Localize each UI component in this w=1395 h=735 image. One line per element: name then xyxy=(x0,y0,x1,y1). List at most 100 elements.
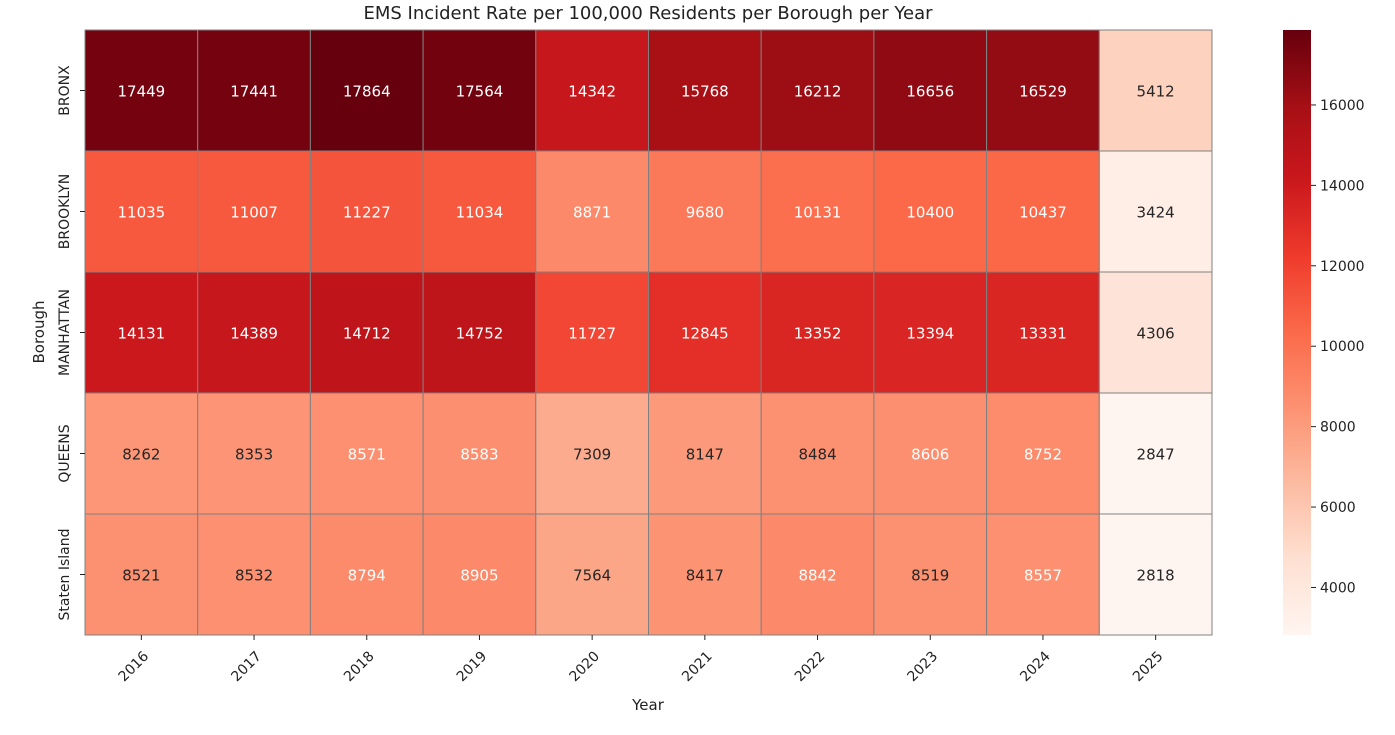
heatmap-cell xyxy=(873,150,988,273)
heatmap-cell xyxy=(535,150,649,273)
heatmap-cell xyxy=(873,271,988,394)
cell-value-label: 16529 xyxy=(1019,83,1067,101)
cell-value-label: 16212 xyxy=(794,83,842,101)
cell-value-label: 8794 xyxy=(348,567,386,585)
x-tick-label: 2019 xyxy=(454,649,491,686)
x-tick-label: 2020 xyxy=(566,649,603,686)
heatmap-cells: 17449 17441 17864 17564 14342 15768 16212 16656… xyxy=(84,29,1213,636)
heatmap-cell xyxy=(84,392,199,515)
cell-value-label: 7309 xyxy=(573,446,611,464)
colorbar: 4000 6000 8000 10000 12000 14000 16000 xyxy=(1283,30,1365,635)
heatmap-cell xyxy=(84,29,199,152)
cell-value-label: 8752 xyxy=(1024,446,1062,464)
cell-value-label: 16656 xyxy=(906,83,954,101)
heatmap-cell xyxy=(986,513,1100,636)
heatmap-cell xyxy=(309,150,424,273)
heatmap-cell xyxy=(1098,513,1213,636)
heatmap-cell xyxy=(535,392,649,515)
cell-value-label: 7564 xyxy=(573,567,611,585)
colorbar-tick-label: 12000 xyxy=(1320,259,1365,275)
cell-value-label: 8557 xyxy=(1024,567,1062,585)
x-tick-label: 2022 xyxy=(792,649,829,686)
heatmap-cell xyxy=(986,271,1100,394)
heatmap-cell xyxy=(760,271,875,394)
heatmap-cell xyxy=(873,29,988,152)
cell-value-label: 8521 xyxy=(122,567,160,585)
cell-value-label: 12845 xyxy=(681,325,729,343)
colorbar-tick-label: 6000 xyxy=(1320,500,1356,516)
cell-value-label: 13352 xyxy=(794,325,842,343)
heatmap-cell xyxy=(760,150,875,273)
heatmap-cell xyxy=(309,271,424,394)
y-tick-label: Staten Island xyxy=(57,528,73,620)
y-axis-label: Borough xyxy=(30,300,48,363)
heatmap-cell xyxy=(1098,392,1213,515)
x-tick-label: 2021 xyxy=(679,649,716,686)
x-tick-label: 2016 xyxy=(116,648,153,685)
cell-value-label: 10437 xyxy=(1019,204,1067,222)
x-tick-label: 2017 xyxy=(228,649,265,686)
heatmap-cell xyxy=(986,392,1100,515)
heatmap-cell xyxy=(197,271,311,394)
cell-value-label: 17441 xyxy=(230,83,278,101)
cell-value-label: 4306 xyxy=(1137,325,1175,343)
heatmap-cell xyxy=(760,513,875,636)
y-tick-label: BROOKLYN xyxy=(57,174,73,250)
heatmap-cell xyxy=(84,271,199,394)
cell-value-label: 8353 xyxy=(235,446,273,464)
cell-value-label: 11034 xyxy=(456,204,504,222)
chart-title: EMS Incident Rate per 100,000 Residents … xyxy=(363,3,933,24)
heatmap-cell xyxy=(197,29,311,152)
cell-value-label: 2847 xyxy=(1137,446,1175,464)
cell-value-label: 14712 xyxy=(343,325,391,343)
cell-value-label: 15768 xyxy=(681,83,729,101)
colorbar-tick-label: 4000 xyxy=(1320,580,1356,596)
heatmap-cell xyxy=(535,29,649,152)
cell-value-label: 8905 xyxy=(460,567,498,585)
heatmap-cell xyxy=(648,29,762,152)
cell-value-label: 13331 xyxy=(1019,325,1067,343)
colorbar-tick-label: 8000 xyxy=(1320,420,1356,436)
heatmap-cell xyxy=(422,150,537,273)
y-axis: BRONX BROOKLYN MANHATTAN QUEENS Staten Islan… xyxy=(57,65,85,621)
cell-value-label: 17449 xyxy=(117,83,165,101)
colorbar-tick-label: 16000 xyxy=(1320,98,1365,114)
colorbar-gradient xyxy=(1283,30,1311,635)
cell-value-label: 11007 xyxy=(230,204,278,222)
cell-value-label: 2818 xyxy=(1137,567,1175,585)
cell-value-label: 8583 xyxy=(460,446,498,464)
cell-value-label: 14131 xyxy=(117,325,165,343)
heatmap-cell xyxy=(760,392,875,515)
cell-value-label: 5412 xyxy=(1137,83,1175,101)
heatmap-cell xyxy=(1098,150,1213,273)
y-tick-label: BRONX xyxy=(57,65,73,116)
heatmap-cell xyxy=(309,29,424,152)
cell-value-label: 9680 xyxy=(686,204,724,222)
x-axis: 2016 2017 2018 2019 2020 2021 2022 2023 2024 2025 xyxy=(116,635,1166,686)
cell-value-label: 8519 xyxy=(911,567,949,585)
x-tick-label: 2024 xyxy=(1017,648,1054,685)
cell-value-label: 17564 xyxy=(456,83,504,101)
heatmap-cell xyxy=(1098,271,1213,394)
heatmap-cell xyxy=(422,29,537,152)
y-tick-label: QUEENS xyxy=(57,424,73,482)
heatmap-cell xyxy=(986,150,1100,273)
cell-value-label: 8842 xyxy=(798,567,836,585)
cell-value-label: 8417 xyxy=(686,567,724,585)
heatmap-cell xyxy=(197,150,311,273)
x-tick-label: 2018 xyxy=(341,649,378,686)
cell-value-label: 14752 xyxy=(456,325,504,343)
cell-value-label: 10131 xyxy=(794,204,842,222)
cell-value-label: 14389 xyxy=(230,325,278,343)
heatmap-cell xyxy=(197,513,311,636)
cell-value-label: 8571 xyxy=(348,446,386,464)
heatmap-cell xyxy=(309,513,424,636)
cell-value-label: 10400 xyxy=(906,204,954,222)
colorbar-tick-label: 14000 xyxy=(1320,178,1365,194)
cell-value-label: 11227 xyxy=(343,204,391,222)
heatmap-cell xyxy=(873,513,988,636)
cell-value-label: 11727 xyxy=(568,325,616,343)
heatmap-cell xyxy=(535,271,649,394)
cell-value-label: 8262 xyxy=(122,446,160,464)
